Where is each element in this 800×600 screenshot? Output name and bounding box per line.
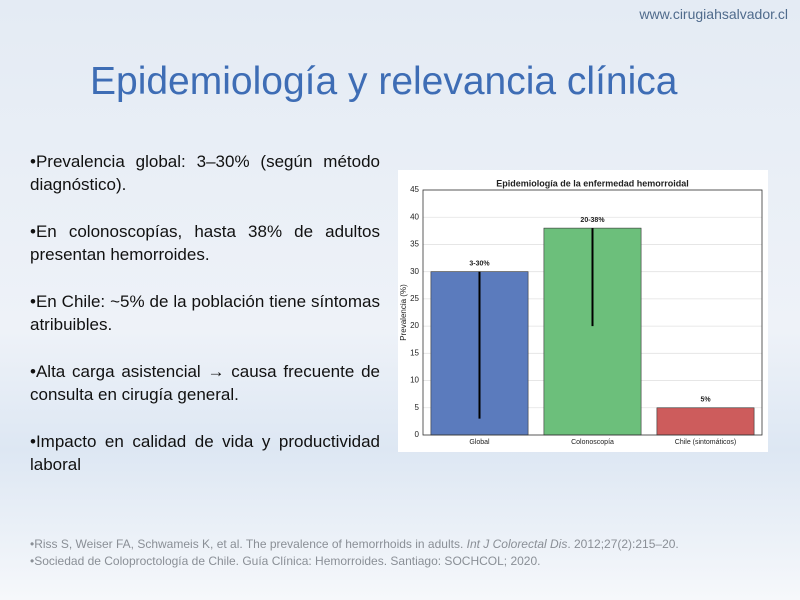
- reference: Riss S, Weiser FA, Schwameis K, et al. T…: [30, 536, 679, 553]
- value-label: 3-30%: [469, 261, 490, 268]
- x-tick-label: Colonoscopía: [571, 439, 614, 446]
- reference-part: Int J Colorectal Dis: [466, 537, 568, 551]
- value-label: 20-38%: [580, 217, 605, 224]
- x-tick-label: Chile (sintomáticos): [675, 439, 736, 446]
- bullet: Prevalencia global: 3–30% (según método …: [30, 150, 380, 196]
- bullet: En Chile: ~5% de la población tiene sínt…: [30, 290, 380, 336]
- reference-part: . 2012;27(2):215–20.: [567, 537, 679, 551]
- site-url: www.cirugiahsalvador.cl: [639, 6, 788, 22]
- references: Riss S, Weiser FA, Schwameis K, et al. T…: [30, 536, 679, 570]
- bullet-list: Prevalencia global: 3–30% (según método …: [30, 150, 380, 500]
- y-tick-label: 45: [410, 185, 419, 194]
- y-tick-label: 20: [410, 321, 419, 330]
- value-label: 5%: [700, 397, 711, 404]
- y-tick-label: 10: [410, 376, 419, 385]
- chart-title: Epidemiología de la enfermedad hemorroid…: [496, 178, 689, 188]
- y-tick-label: 25: [410, 294, 419, 303]
- chart: Epidemiología de la enfermedad hemorroid…: [398, 170, 768, 452]
- y-tick-label: 30: [410, 267, 419, 276]
- y-axis-label: Prevalencia (%): [399, 284, 408, 341]
- bullet: Alta carga asistencial → causa frecuente…: [30, 360, 380, 406]
- reference-part: Riss S, Weiser FA, Schwameis K, et al. T…: [34, 537, 467, 551]
- bar: [656, 407, 755, 436]
- y-tick-label: 15: [410, 348, 419, 357]
- y-tick-label: 5: [415, 403, 420, 412]
- reference-part: Sociedad de Coloproctología de Chile. Gu…: [34, 554, 541, 568]
- x-tick-label: Global: [469, 439, 490, 446]
- y-tick-label: 35: [410, 240, 419, 249]
- plot-frame: [422, 189, 763, 436]
- y-tick-label: 40: [410, 212, 419, 221]
- bullet: En colonoscopías, hasta 38% de adultos p…: [30, 220, 380, 266]
- y-tick-label: 0: [415, 430, 420, 439]
- slide-title: Epidemiología y relevancia clínica: [90, 60, 678, 103]
- reference: Sociedad de Coloproctología de Chile. Gu…: [30, 553, 679, 570]
- bullet: Impacto en calidad de vida y productivid…: [30, 430, 380, 476]
